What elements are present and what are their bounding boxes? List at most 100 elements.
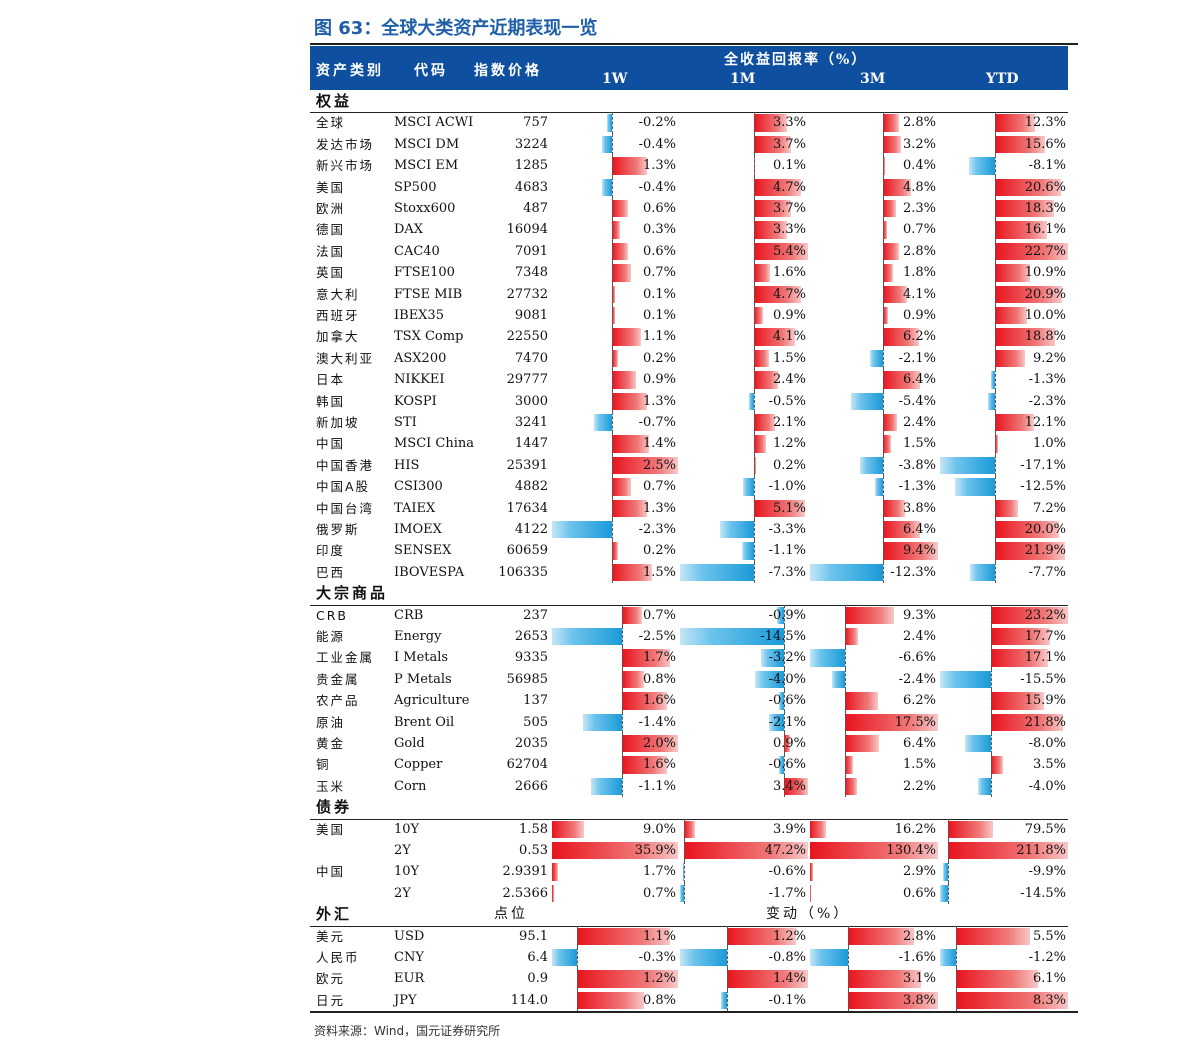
- return-cell: 1.2%: [552, 968, 678, 990]
- table-row: 欧元 EUR 0.9 1.2% 1.4% 3.1% 6.1%: [310, 968, 1068, 990]
- negative-bar: [601, 135, 613, 154]
- table-row: 2Y 0.53 35.9% 47.2% 130.4% 211.8%: [310, 840, 1068, 862]
- row-code: HIS: [394, 457, 420, 473]
- return-cell: 1.7%: [552, 861, 678, 882]
- row-price: 2653: [514, 629, 548, 644]
- negative-bar: [779, 756, 784, 774]
- return-cell: 21.8%: [940, 711, 1068, 733]
- zero-axis: [783, 647, 785, 669]
- positive-bar: [577, 927, 670, 945]
- zero-axis: [994, 369, 996, 391]
- positive-bar: [612, 542, 618, 560]
- positive-bar: [577, 970, 678, 988]
- return-value: 3.5%: [1032, 757, 1066, 773]
- return-value: 3.1%: [902, 971, 936, 987]
- zero-axis: [845, 604, 847, 626]
- zero-axis: [577, 925, 579, 947]
- negative-bar: [860, 456, 883, 475]
- zero-axis: [845, 647, 847, 669]
- table-row: 新兴市场 MSCI EM 1285 1.3% 0.1% 0.4% -8.1%: [310, 155, 1068, 177]
- positive-bar: [994, 200, 1054, 218]
- return-cell: -0.1%: [680, 989, 808, 1012]
- top-rule: [310, 43, 1078, 45]
- return-value: 2.8%: [902, 928, 936, 944]
- negative-bar: [748, 392, 754, 410]
- zero-axis: [882, 519, 884, 541]
- zero-axis: [622, 690, 623, 712]
- positive-bar: [753, 285, 801, 303]
- section-label: 大宗商品: [316, 584, 389, 603]
- positive-bar: [612, 392, 647, 410]
- row-category: 人民币: [316, 950, 360, 965]
- return-cell: 1.6%: [552, 690, 678, 712]
- return-cell: -2.3%: [940, 390, 1068, 412]
- return-cell: -1.2%: [940, 947, 1068, 969]
- return-cell: -14.5%: [680, 626, 808, 648]
- positive-bar: [845, 692, 878, 710]
- return-value: 1.4%: [772, 971, 806, 987]
- row-price: 9081: [514, 308, 548, 323]
- return-value: -15.5%: [1020, 671, 1066, 687]
- return-cell: 3.2%: [810, 133, 938, 156]
- return-value: 3.8%: [902, 500, 936, 516]
- return-cell: -8.1%: [940, 155, 1068, 177]
- return-value: 12.3%: [1024, 115, 1066, 131]
- return-cell: 2.0%: [552, 733, 678, 755]
- return-value: 0.2%: [642, 543, 676, 559]
- return-cell: -1.7%: [680, 882, 808, 905]
- return-value: 2.9%: [902, 864, 936, 880]
- row-category: 原油: [316, 714, 346, 730]
- zero-axis: [991, 733, 993, 755]
- positive-bar: [845, 777, 857, 796]
- return-cell: 21.9%: [940, 540, 1068, 562]
- zero-axis: [612, 133, 614, 156]
- negative-bar: [810, 563, 883, 582]
- row-price: 7470: [514, 350, 548, 366]
- table-row: 能源 Energy 2653 -2.5% -14.5% 2.4% 17.7%: [310, 626, 1068, 648]
- zero-axis: [994, 454, 996, 477]
- return-cell: -14.5%: [940, 882, 1068, 905]
- return-value: -14.5%: [760, 629, 806, 644]
- return-cell: 20.9%: [940, 283, 1068, 305]
- negative-bar: [743, 478, 754, 496]
- zero-axis: [783, 733, 785, 755]
- row-price: 17634: [506, 500, 548, 516]
- return-cell: 8.3%: [940, 989, 1068, 1012]
- zero-axis: [882, 561, 884, 584]
- positive-bar: [956, 991, 1068, 1010]
- zero-axis: [994, 305, 996, 327]
- positive-bar: [948, 820, 994, 838]
- return-cell: 0.2%: [552, 347, 678, 370]
- return-value: 21.8%: [1024, 714, 1066, 730]
- negative-bar: [978, 777, 992, 796]
- positive-bar: [882, 135, 902, 154]
- return-value: 0.9%: [642, 372, 676, 388]
- return-value: -9.9%: [1028, 864, 1066, 880]
- return-value: -12.5%: [1020, 479, 1066, 495]
- return-value: 1.8%: [902, 265, 936, 281]
- zero-axis: [882, 497, 884, 519]
- return-value: -2.1%: [898, 350, 936, 366]
- return-value: -1.1%: [638, 778, 676, 794]
- return-cell: 1.5%: [810, 433, 938, 455]
- zero-axis: [612, 412, 614, 434]
- positive-bar: [882, 414, 897, 432]
- return-cell: -0.4%: [552, 176, 678, 198]
- positive-bar: [622, 649, 670, 667]
- return-value: 6.2%: [902, 693, 936, 709]
- return-cell: 35.9%: [552, 840, 678, 861]
- return-value: 9.0%: [642, 821, 676, 837]
- return-cell: 0.9%: [680, 733, 808, 755]
- return-value: 22.7%: [1024, 243, 1066, 259]
- row-category: 工业金属: [316, 650, 375, 666]
- return-value: 0.9%: [772, 736, 806, 751]
- row-category: 玉米: [316, 778, 346, 794]
- return-cell: -3.8%: [810, 454, 938, 477]
- return-cell: 1.0%: [940, 433, 1068, 455]
- positive-bar: [882, 221, 887, 239]
- return-value: 0.1%: [772, 158, 806, 174]
- return-cell: -0.8%: [680, 947, 808, 969]
- row-code: Energy: [394, 629, 442, 644]
- zero-axis: [783, 668, 785, 691]
- row-price: 3000: [514, 393, 548, 409]
